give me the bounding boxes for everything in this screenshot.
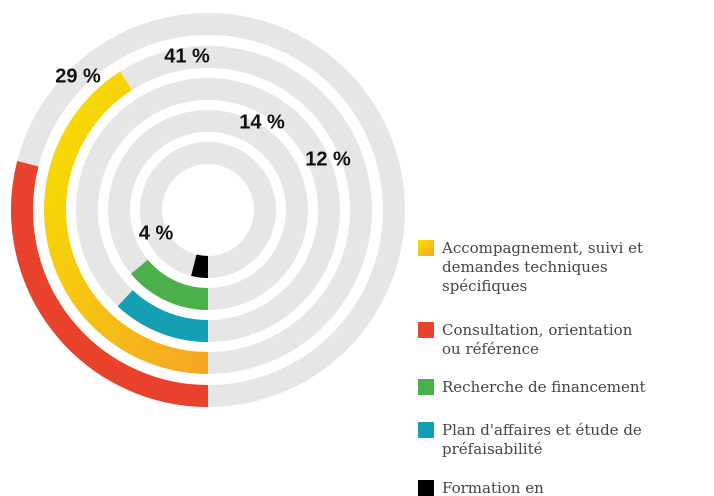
value-label: 41 % [164, 45, 210, 67]
legend-label: Accompagnement, suivi et demandes techniq… [441, 239, 643, 295]
value-label: 14 % [239, 111, 285, 133]
legend-swatch [418, 322, 434, 338]
legend-swatch [418, 240, 434, 256]
legend-label: Recherche de financement [442, 378, 646, 396]
arc-bar [191, 254, 209, 278]
legend-label: Formation enentrepreneuriat [442, 479, 563, 496]
value-label: 4 % [139, 222, 174, 244]
legend-swatch [418, 480, 434, 496]
value-label: 12 % [305, 148, 351, 170]
legend-label: Consultation, orientation ou référence [442, 321, 633, 358]
ring-track [140, 142, 276, 278]
arc-bar [44, 71, 209, 374]
legend-swatch [418, 379, 434, 395]
arc-bar [130, 259, 209, 310]
value-label: 29 % [55, 65, 101, 87]
arc-bar [117, 289, 209, 342]
arc-bar [11, 161, 209, 407]
legend-swatch [418, 422, 434, 438]
legend-label: Plan d'affaires et étude de préfaisabilit… [442, 421, 642, 458]
